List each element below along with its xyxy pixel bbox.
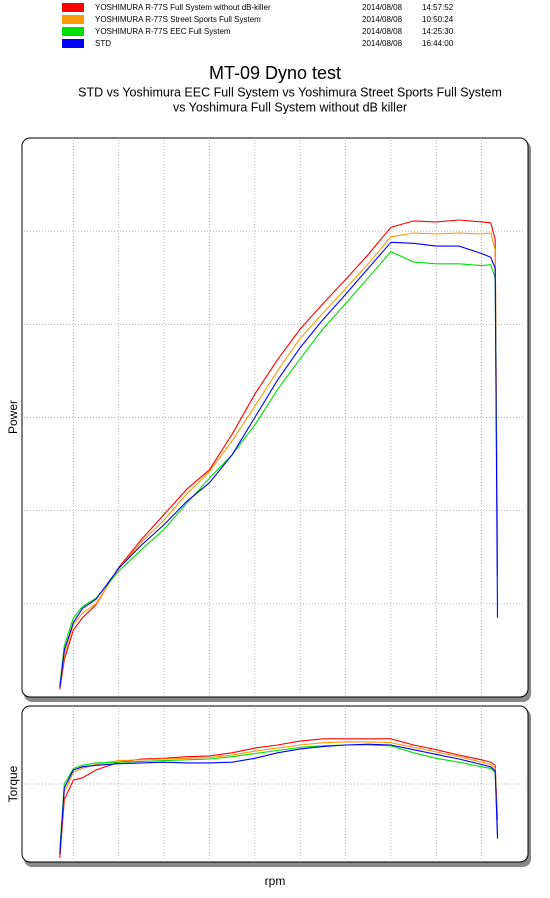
legend-time: 16:44:00 bbox=[422, 39, 454, 48]
legend-swatch bbox=[62, 15, 84, 24]
legend-time: 14:57:52 bbox=[422, 3, 454, 12]
subtitle: STD vs Yoshimura EEC Full System vs Yosh… bbox=[78, 85, 502, 99]
series-line bbox=[59, 232, 499, 688]
series-line bbox=[59, 744, 499, 851]
series-line bbox=[59, 738, 499, 859]
plot-frame bbox=[21, 705, 529, 863]
plot-frame bbox=[21, 137, 529, 698]
legend-label: YOSHIMURA R-77S Street Sports Full Syste… bbox=[95, 15, 261, 24]
y-axis-label: Power bbox=[6, 400, 20, 434]
legend-label: YOSHIMURA R-77S Full System without dB-k… bbox=[95, 3, 271, 12]
legend-swatch bbox=[62, 27, 84, 36]
legend-swatch bbox=[62, 39, 84, 48]
subtitle: vs Yoshimura Full System without dB kill… bbox=[173, 100, 407, 114]
chart-title: MT-09 Dyno test bbox=[209, 63, 341, 83]
series-line bbox=[59, 743, 499, 855]
legend-time: 10:50:24 bbox=[422, 15, 454, 24]
legend-time: 14:25:30 bbox=[422, 27, 454, 36]
legend-label: STD bbox=[95, 39, 111, 48]
legend-date: 2014/08/08 bbox=[362, 39, 403, 48]
x-axis-label: rpm bbox=[265, 874, 286, 888]
series-line bbox=[59, 241, 499, 688]
legend-swatch bbox=[62, 3, 84, 12]
legend-date: 2014/08/08 bbox=[362, 15, 403, 24]
series-line bbox=[59, 251, 499, 686]
y-axis-label: Torque bbox=[6, 765, 20, 802]
series-line bbox=[59, 219, 499, 690]
series-line bbox=[59, 741, 499, 855]
legend-date: 2014/08/08 bbox=[362, 27, 403, 36]
legend-label: YOSHIMURA R-77S EEC Full System bbox=[95, 27, 231, 36]
legend-date: 2014/08/08 bbox=[362, 3, 403, 12]
